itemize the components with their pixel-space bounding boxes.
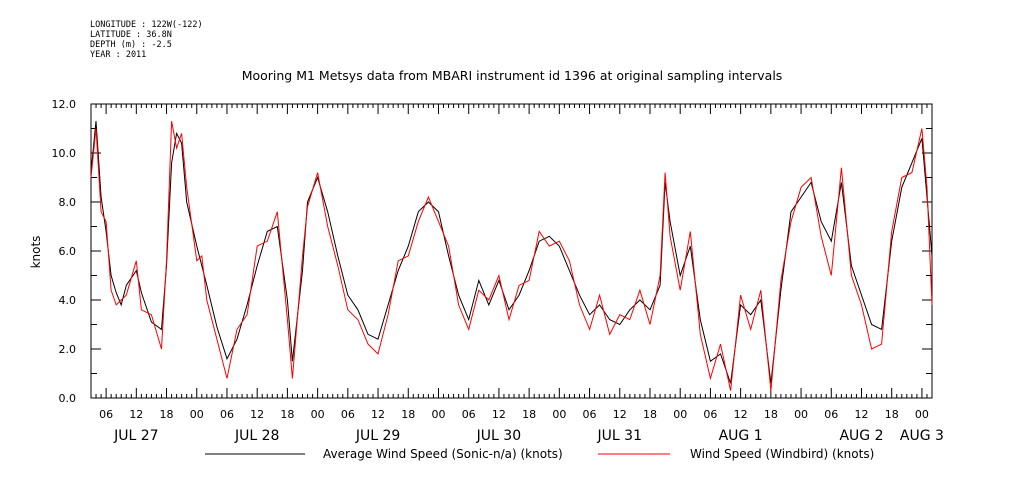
y-tick-label: 12.0	[52, 98, 77, 111]
x-hour-label: 12	[129, 408, 143, 421]
x-day-label: AUG 1	[719, 428, 763, 444]
x-day-label: JUL 31	[597, 428, 642, 444]
chart-title: Mooring M1 Metsys data from MBARI instru…	[242, 68, 783, 83]
y-tick-label: 4.0	[59, 294, 77, 307]
x-hour-label: 00	[311, 408, 325, 421]
x-hour-label: 00	[552, 408, 566, 421]
metadata-block: LONGITUDE : 122W(-122) LATITUDE : 36.8N …	[90, 20, 203, 60]
x-hour-label: 06	[99, 408, 113, 421]
latitude-label: LATITUDE : 36.8N	[90, 30, 172, 40]
x-hour-label: 06	[583, 408, 597, 421]
x-hour-label: 06	[341, 408, 355, 421]
year-label: YEAR : 2011	[90, 50, 147, 60]
series-lines	[90, 121, 933, 391]
depth-label: DEPTH (m) : -2.5	[90, 40, 172, 50]
x-hour-label: 12	[854, 408, 868, 421]
x-hour-label: 18	[522, 408, 536, 421]
x-hour-label: 12	[613, 408, 627, 421]
legend-label-1: Average Wind Speed (Sonic-n/a) (knots)	[323, 447, 563, 461]
series-line-1	[90, 121, 933, 384]
series-line-2	[90, 121, 933, 391]
x-hour-label: 18	[764, 408, 778, 421]
x-hour-label: 06	[824, 408, 838, 421]
x-day-label: JUL 29	[355, 428, 400, 444]
x-hour-label: 06	[220, 408, 234, 421]
y-axis-label: knots	[29, 236, 43, 269]
x-day-label: JUL 27	[113, 428, 158, 444]
legend-label-2: Wind Speed (Windbird) (knots)	[690, 447, 874, 461]
x-hour-label: 18	[885, 408, 899, 421]
x-hour-label: 00	[915, 408, 929, 421]
x-hour-label: 12	[371, 408, 385, 421]
longitude-label: LONGITUDE : 122W(-122)	[90, 20, 203, 30]
y-tick-label: 10.0	[52, 147, 77, 160]
x-hour-label: 06	[462, 408, 476, 421]
y-tick-label: 0.0	[59, 392, 77, 405]
x-hour-label: 06	[703, 408, 717, 421]
y-tick-label: 8.0	[59, 196, 77, 209]
plot-frame	[90, 103, 933, 399]
x-day-label: JUL 28	[234, 428, 279, 444]
x-hour-label: 12	[492, 408, 506, 421]
axis-ticks: 0.0 2.0 4.0 6.0 8.0 10.0 12.0 06 12 18 00 06 12 18 00 0…	[52, 98, 944, 444]
y-tick-label: 2.0	[59, 343, 77, 356]
x-hour-label: 18	[643, 408, 657, 421]
x-hour-label: 12	[734, 408, 748, 421]
x-hour-label: 00	[431, 408, 445, 421]
x-day-label: AUG 2	[839, 428, 883, 444]
x-hour-label: 00	[673, 408, 687, 421]
x-day-label: AUG 3	[900, 428, 944, 444]
x-hour-label: 00	[190, 408, 204, 421]
x-hour-label: 18	[160, 408, 174, 421]
x-hour-label: 18	[280, 408, 294, 421]
x-hour-label: 18	[401, 408, 415, 421]
x-hour-label: 00	[794, 408, 808, 421]
x-day-label: JUL 30	[476, 428, 521, 444]
legend: Average Wind Speed (Sonic-n/a) (knots) Wi…	[205, 447, 874, 461]
y-tick-label: 6.0	[59, 245, 77, 258]
x-hour-label: 12	[250, 408, 264, 421]
